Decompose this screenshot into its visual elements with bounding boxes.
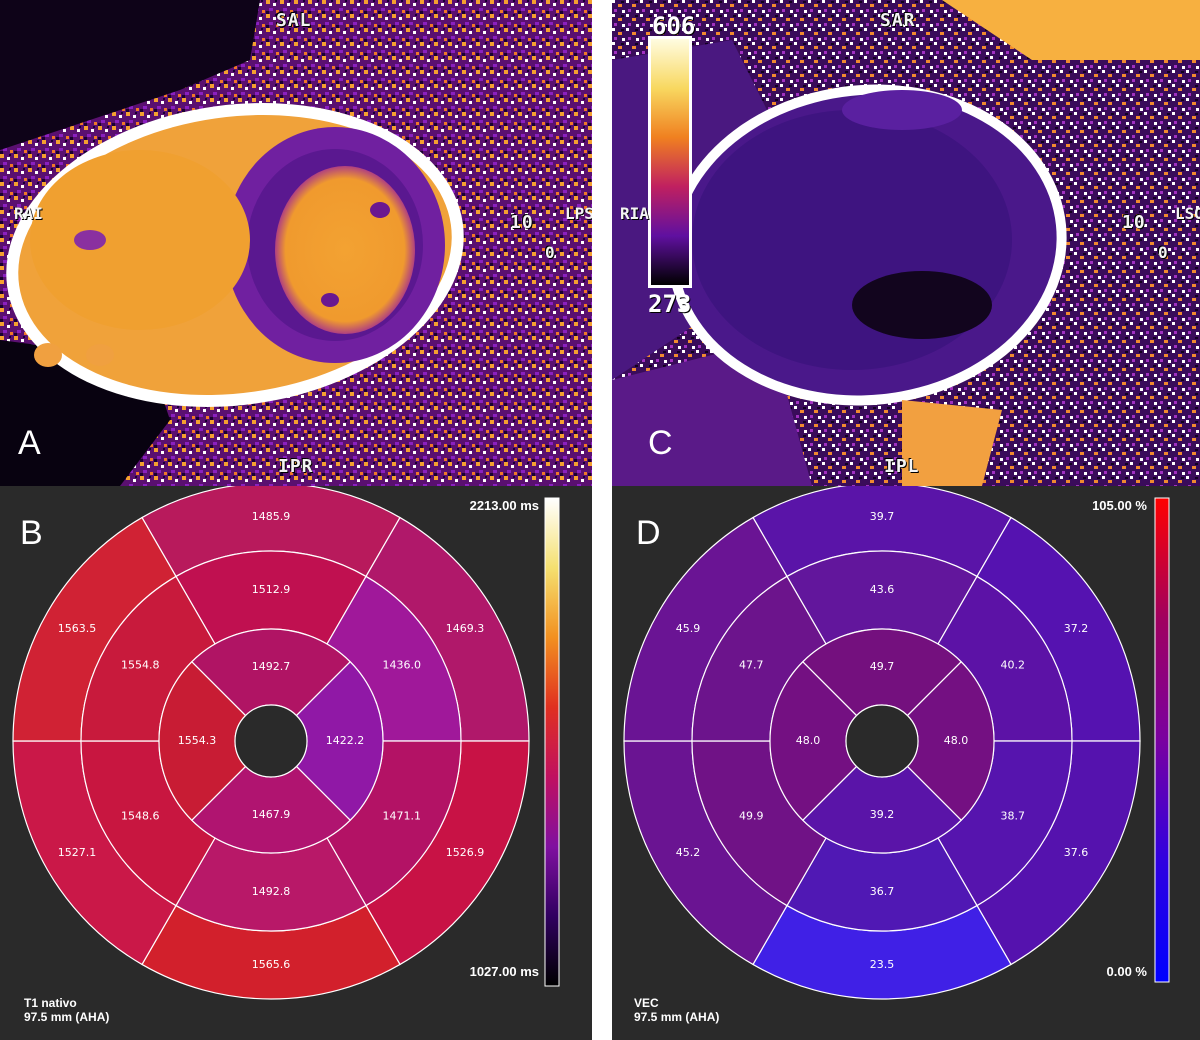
orientation-label-right-number: 10: [1122, 212, 1146, 233]
orientation-label-right-small: 0: [545, 243, 556, 262]
orientation-label-right-letters: LSO: [1175, 204, 1200, 223]
bullseye-value-mid-6: 47.7: [739, 659, 764, 672]
panel-letter-d: D: [636, 514, 661, 552]
bullseye-value-basal-6: 1563.5: [58, 622, 97, 635]
bullseye-value-basal-5: 45.2: [676, 846, 701, 859]
bullseye-value-mid-3: 38.7: [1001, 810, 1025, 823]
colorbar-min-label: 0.00 %: [1106, 964, 1147, 979]
bullseye-value-basal-3: 1526.9: [446, 846, 485, 859]
colorbar-min-label: 1027.00 ms: [469, 964, 539, 979]
bullseye-value-mid-1: 43.6: [870, 583, 895, 596]
bullseye-value-basal-1: 39.7: [870, 510, 895, 523]
bullseye-value-mid-2: 1436.0: [383, 659, 422, 672]
bullseye-plot-t1: 1485.9 1469.3 1526.9 1565.6 1527.1 1563.5 1512…: [12, 486, 560, 1000]
bullseye-panel-b: 1485.9 1469.3 1526.9 1565.6 1527.1 1563.5 1512…: [0, 486, 592, 1040]
bullseye-value-mid-3: 1471.1: [383, 810, 422, 823]
mri-panel-c: 606 273 SAR IPL RIA 10 LSO 0 C: [612, 0, 1200, 486]
bullseye-value-apical-3: 1467.9: [252, 808, 291, 821]
mri-t1-map-image-a: [0, 0, 592, 486]
bullseye-value-apical-4: 48.0: [796, 734, 821, 747]
bullseye-center-hole: [845, 704, 919, 778]
bullseye-value-basal-2: 1469.3: [446, 622, 485, 635]
bullseye-value-mid-4: 1492.8: [252, 885, 291, 898]
bullseye-value-apical-1: 1492.7: [252, 660, 291, 673]
orientation-label-top: SAR: [880, 10, 916, 31]
panel-letter-a: A: [18, 424, 41, 462]
bullseye-value-basal-3: 37.6: [1064, 846, 1089, 859]
colorbar-gradient: [651, 39, 689, 285]
bullseye-center-hole: [234, 704, 308, 778]
colorbar-d: [1154, 497, 1170, 983]
panel-letter-b: B: [20, 514, 43, 552]
colorbar-max-label: 2213.00 ms: [469, 498, 539, 513]
bullseye-value-mid-2: 40.2: [1001, 659, 1025, 672]
bullseye-value-apical-4: 1554.3: [178, 734, 217, 747]
orientation-label-top: SAL: [276, 10, 312, 31]
bullseye-panel-d: 39.7 37.2 37.6 23.5 45.2 45.9 43.6 40.2 38.7 36.7…: [612, 486, 1200, 1040]
bullseye-value-mid-5: 1548.6: [121, 810, 160, 823]
colorbar-min-label: 273: [648, 290, 692, 318]
orientation-label-bottom: IPR: [278, 456, 314, 477]
bullseye-value-apical-3: 39.2: [870, 808, 895, 821]
bullseye-value-apical-2: 48.0: [944, 734, 969, 747]
colorbar-b: [544, 497, 560, 987]
orientation-label-right-small: 0: [1158, 243, 1169, 262]
bullseye-value-basal-1: 1485.9: [252, 510, 291, 523]
bullseye-value-mid-5: 49.9: [739, 810, 764, 823]
mri-panel-a: SAL IPR RAI 10 LPS 0 A: [0, 0, 592, 486]
mri-ecv-map-image-c: [612, 0, 1200, 486]
bullseye-value-basal-2: 37.2: [1064, 622, 1089, 635]
colorbar-max-label: 105.00 %: [1092, 498, 1147, 513]
caption-line-1: VEC: [634, 996, 659, 1010]
orientation-label-right-letters: LPS: [565, 204, 592, 223]
bullseye-value-basal-5: 1527.1: [58, 846, 97, 859]
bullseye-value-mid-6: 1554.8: [121, 659, 160, 672]
caption-line-2: 97.5 mm (AHA): [634, 1010, 720, 1024]
bullseye-value-mid-1: 1512.9: [252, 583, 291, 596]
colorbar-max-label: 606: [652, 12, 696, 40]
orientation-label-left: RAI: [14, 205, 43, 222]
bullseye-value-basal-4: 23.5: [870, 958, 895, 971]
bullseye-value-basal-4: 1565.6: [252, 958, 291, 971]
orientation-label-right-number: 10: [510, 212, 534, 233]
panel-letter-c: C: [648, 424, 673, 462]
caption-line-2: 97.5 mm (AHA): [24, 1010, 110, 1024]
bullseye-value-basal-6: 45.9: [676, 622, 701, 635]
bullseye-value-apical-1: 49.7: [870, 660, 895, 673]
bullseye-value-apical-2: 1422.2: [326, 734, 365, 747]
caption-line-1: T1 nativo: [24, 996, 77, 1010]
orientation-label-left: RIA: [620, 205, 649, 222]
bullseye-plot-ecv: 39.7 37.2 37.6 23.5 45.2 45.9 43.6 40.2 38.7 36.7…: [623, 486, 1170, 1000]
orientation-label-bottom: IPL: [884, 456, 920, 477]
bullseye-value-mid-4: 36.7: [870, 885, 895, 898]
